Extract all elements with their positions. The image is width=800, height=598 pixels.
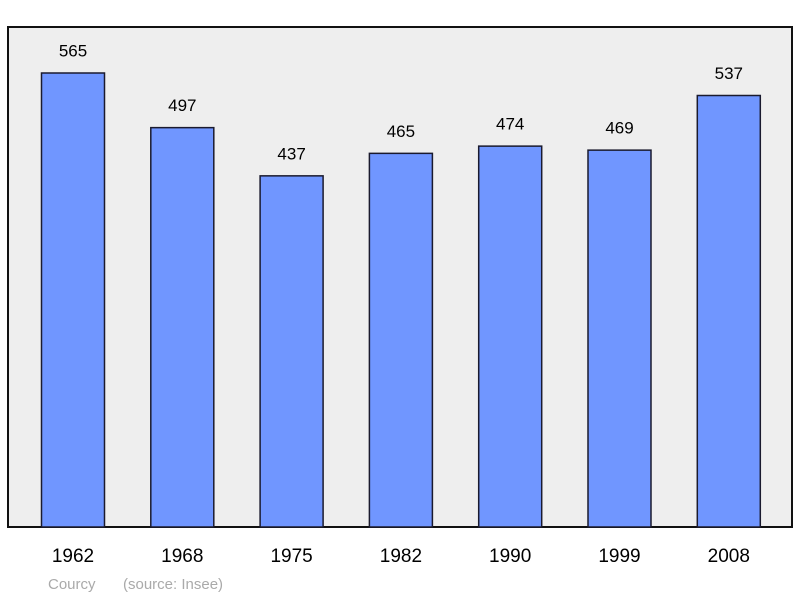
x-tick-label: 2008 bbox=[708, 546, 750, 567]
bar bbox=[259, 175, 324, 528]
bar bbox=[696, 94, 762, 528]
source-note: (source: Insee) bbox=[123, 576, 223, 593]
x-tick-label: 1999 bbox=[598, 546, 640, 567]
value-label: 497 bbox=[168, 96, 196, 115]
value-label: 565 bbox=[59, 41, 87, 60]
x-tick-label: 1962 bbox=[52, 546, 94, 567]
bar bbox=[150, 126, 215, 528]
bar bbox=[477, 145, 543, 528]
x-tick-label: 1982 bbox=[380, 546, 422, 567]
x-tick-label: 1975 bbox=[270, 546, 312, 567]
x-tick-label: 1968 bbox=[161, 546, 203, 567]
value-label: 474 bbox=[496, 115, 524, 134]
value-label: 537 bbox=[715, 64, 743, 83]
value-label: 437 bbox=[277, 144, 305, 163]
value-label: 469 bbox=[605, 119, 633, 138]
bar bbox=[587, 149, 652, 528]
x-tick-label: 1990 bbox=[489, 546, 531, 567]
chart-title: Courcy bbox=[48, 576, 96, 593]
bar bbox=[40, 72, 106, 528]
bar bbox=[368, 152, 434, 528]
value-label: 465 bbox=[387, 122, 415, 141]
